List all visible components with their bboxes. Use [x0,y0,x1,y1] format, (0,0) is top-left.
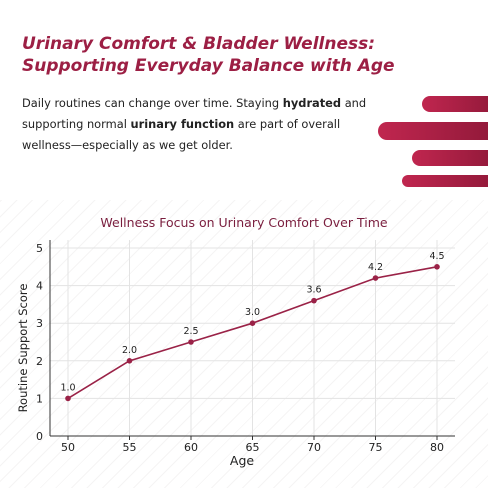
data-point [126,358,133,364]
data-point [249,320,256,326]
decorative-swooshes [378,96,488,187]
x-tick-label: 75 [369,441,383,454]
data-point [434,264,440,270]
swoosh-3 [412,150,488,166]
data-label: 4.2 [368,262,383,273]
data-point [372,275,379,281]
intro-text-2: and supporting normal [22,96,367,131]
y-tick-label: 0 [36,430,43,443]
x-tick-label: 65 [246,441,260,454]
title-line-1: Urinary Comfort & Bladder Wellness: [22,34,376,54]
y-tick-label: 4 [36,280,43,293]
x-axis-label: Age [230,453,254,468]
y-tick-label: 3 [36,317,43,330]
y-axis-label: Routine Support Score [16,284,30,413]
x-tick-label: 55 [123,441,137,454]
intro-highlight-urinary: urinary function [130,117,235,131]
intro-text-1: Daily routines can change over time. Sta… [22,96,283,110]
data-label: 1.0 [60,382,75,393]
page-title: Urinary Comfort & Bladder Wellness: Supp… [22,33,395,77]
intro-text-3: are part of overall wellness—especially … [22,117,341,152]
swoosh-4 [402,175,488,187]
header-section: Urinary Comfort & Bladder Wellness: Supp… [0,0,488,200]
y-tick-label: 5 [36,242,43,255]
swoosh-1 [422,96,488,112]
data-label: 4.5 [429,251,444,262]
intro-highlight-hydrated: hydrated [282,96,342,110]
x-tick-label: 70 [307,441,321,454]
x-tick-label: 80 [430,441,444,454]
y-tick-label: 1 [36,392,43,405]
title-line-2: Supporting Everyday Balance with Age [22,56,395,76]
data-point [65,395,71,402]
x-tick-label: 60 [184,441,198,454]
x-tick-label: 50 [61,441,75,454]
intro-paragraph: Daily routines can change over time. Sta… [22,93,382,156]
data-point [188,339,194,345]
y-tick-label: 2 [36,355,43,368]
data-points: 1.0 2.0 2.5 3.0 3.6 4.2 4.5 [60,251,445,402]
data-point [311,297,317,304]
grid [50,240,455,436]
chart-title: Wellness Focus on Urinary Comfort Over T… [100,215,387,230]
swoosh-2 [378,122,488,140]
line-chart: Wellness Focus on Urinary Comfort Over T… [16,215,455,468]
data-label: 2.0 [122,345,137,356]
data-label: 2.5 [183,326,198,337]
data-label: 3.0 [245,307,260,318]
data-label: 3.6 [306,285,321,296]
